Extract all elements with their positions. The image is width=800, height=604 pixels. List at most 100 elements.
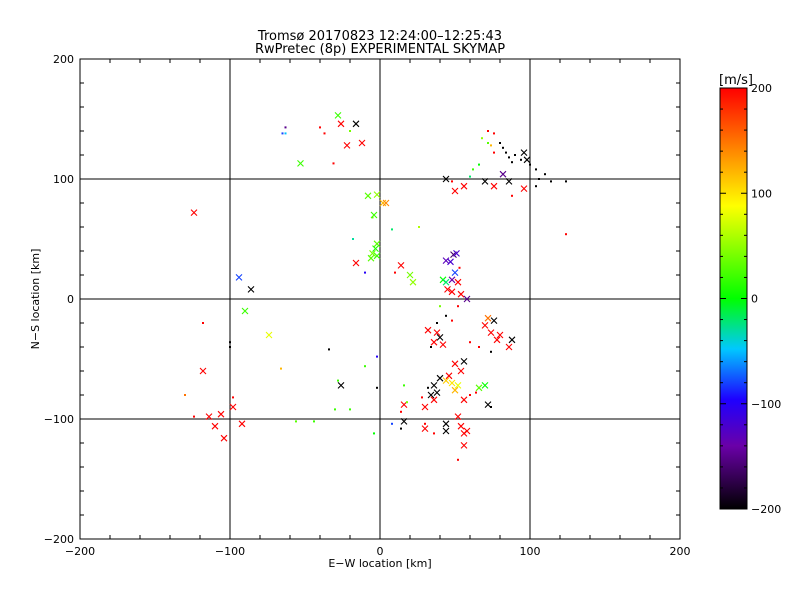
data-point-cross (442, 420, 450, 428)
data-point-dot (232, 396, 234, 399)
data-point-cross (448, 276, 456, 284)
data-point-cross (496, 331, 504, 339)
data-point-cross (247, 286, 255, 293)
data-point-cross (481, 322, 489, 329)
data-point-dot (284, 132, 287, 135)
data-point-dot (451, 180, 453, 183)
data-point-dot (406, 401, 408, 404)
data-point-cross (364, 192, 372, 200)
data-point-cross (379, 199, 387, 207)
data-point-dot (469, 175, 471, 178)
chart-subtitle: RwPretec (8p) EXPERIMENTAL SKYMAP (255, 42, 505, 57)
data-point-cross (334, 112, 342, 119)
data-point-cross (490, 317, 498, 324)
data-point-dot (505, 151, 507, 154)
data-point-cross (505, 178, 513, 185)
data-point-dot (364, 271, 366, 274)
data-point-cross (241, 307, 249, 315)
x-tick-label: 100 (520, 545, 541, 558)
data-point-dot (457, 458, 459, 461)
data-point-cross (463, 295, 471, 303)
data-point-dot (520, 158, 522, 161)
data-point-cross (475, 384, 483, 392)
y-tick-label: −100 (44, 413, 74, 426)
axis-ticks: −200 −100 0 100 200 −200 −100 0 100 200 (44, 53, 691, 558)
data-point-dot (469, 341, 471, 344)
data-point-dot (565, 233, 567, 236)
data-point-cross (451, 269, 459, 276)
data-point-cross (499, 170, 507, 178)
data-point-dot (535, 185, 537, 188)
data-point-cross (442, 257, 450, 264)
data-point-dot (436, 322, 438, 324)
data-point-dot (403, 384, 405, 387)
data-point-cross (436, 334, 444, 341)
y-tick-label: −200 (44, 533, 74, 546)
data-point-cross (444, 286, 451, 293)
data-point-cross (451, 187, 459, 195)
data-point-dot (439, 305, 441, 308)
data-point-dot (430, 346, 432, 348)
data-point-cross (337, 382, 345, 389)
chart-title: Tromsø 20170823 12:24:00–12:25:43 (257, 29, 502, 44)
data-point-cross (265, 331, 273, 339)
data-point-dot (490, 406, 492, 408)
data-point-dot (323, 132, 326, 135)
data-point-dot (400, 410, 402, 413)
data-point-cross (372, 245, 379, 252)
data-point-dot (376, 355, 378, 358)
colorbar-tick-label: −200 (751, 503, 781, 516)
data-point-cross (400, 418, 408, 425)
data-point-cross (430, 396, 438, 404)
data-point-cross (205, 413, 213, 420)
data-point-cross (373, 252, 381, 260)
data-point-cross (457, 422, 465, 430)
data-point-dot (538, 178, 540, 180)
data-point-cross (436, 374, 444, 382)
data-point-cross (460, 396, 468, 404)
data-point-cross (484, 314, 492, 322)
x-axis-label: E−W location [km] (328, 557, 431, 570)
data-point-cross (367, 254, 375, 262)
data-point-dot (499, 142, 501, 144)
data-point-dot (400, 427, 402, 430)
data-point-cross (445, 372, 453, 380)
data-point-cross (481, 382, 489, 389)
data-point-cross (427, 391, 435, 399)
data-point-dot (337, 379, 339, 382)
data-point-dot (328, 348, 330, 351)
colorbar-tick-label: 100 (751, 187, 772, 200)
data-point-dot (391, 422, 393, 425)
data-point-dot (202, 322, 204, 324)
data-point-cross (493, 336, 501, 344)
data-point-cross (352, 259, 360, 267)
data-point-dot (284, 126, 287, 129)
data-point-cross (343, 142, 351, 149)
y-axis-label: N−S location [km] (29, 249, 42, 350)
x-tick-label: −200 (65, 545, 95, 558)
data-point-dot (481, 137, 483, 140)
data-point-dot (469, 394, 471, 396)
data-point-dot (544, 173, 546, 176)
data-point-cross (523, 156, 531, 164)
data-point-cross (451, 360, 459, 368)
y-tick-label: 100 (53, 173, 74, 186)
data-point-dot (535, 168, 537, 171)
data-point-dot (371, 216, 374, 219)
data-point-dot (457, 305, 459, 308)
colorbar-ticks: 200 100 0 −100 −200 (720, 82, 781, 516)
data-point-cross (217, 410, 225, 418)
data-point-dot (295, 420, 297, 423)
data-point-cross (439, 341, 447, 348)
data-points (184, 112, 567, 461)
data-point-dot (352, 238, 354, 240)
colorbar-tick-label: 0 (751, 293, 758, 306)
data-point-cross (487, 329, 495, 336)
data-point-cross (520, 185, 528, 192)
data-point-cross (421, 403, 429, 411)
data-point-cross (508, 336, 516, 344)
data-point-cross (358, 139, 366, 147)
data-point-dot (229, 346, 231, 348)
data-point-cross (406, 271, 414, 279)
data-point-cross (409, 278, 417, 286)
